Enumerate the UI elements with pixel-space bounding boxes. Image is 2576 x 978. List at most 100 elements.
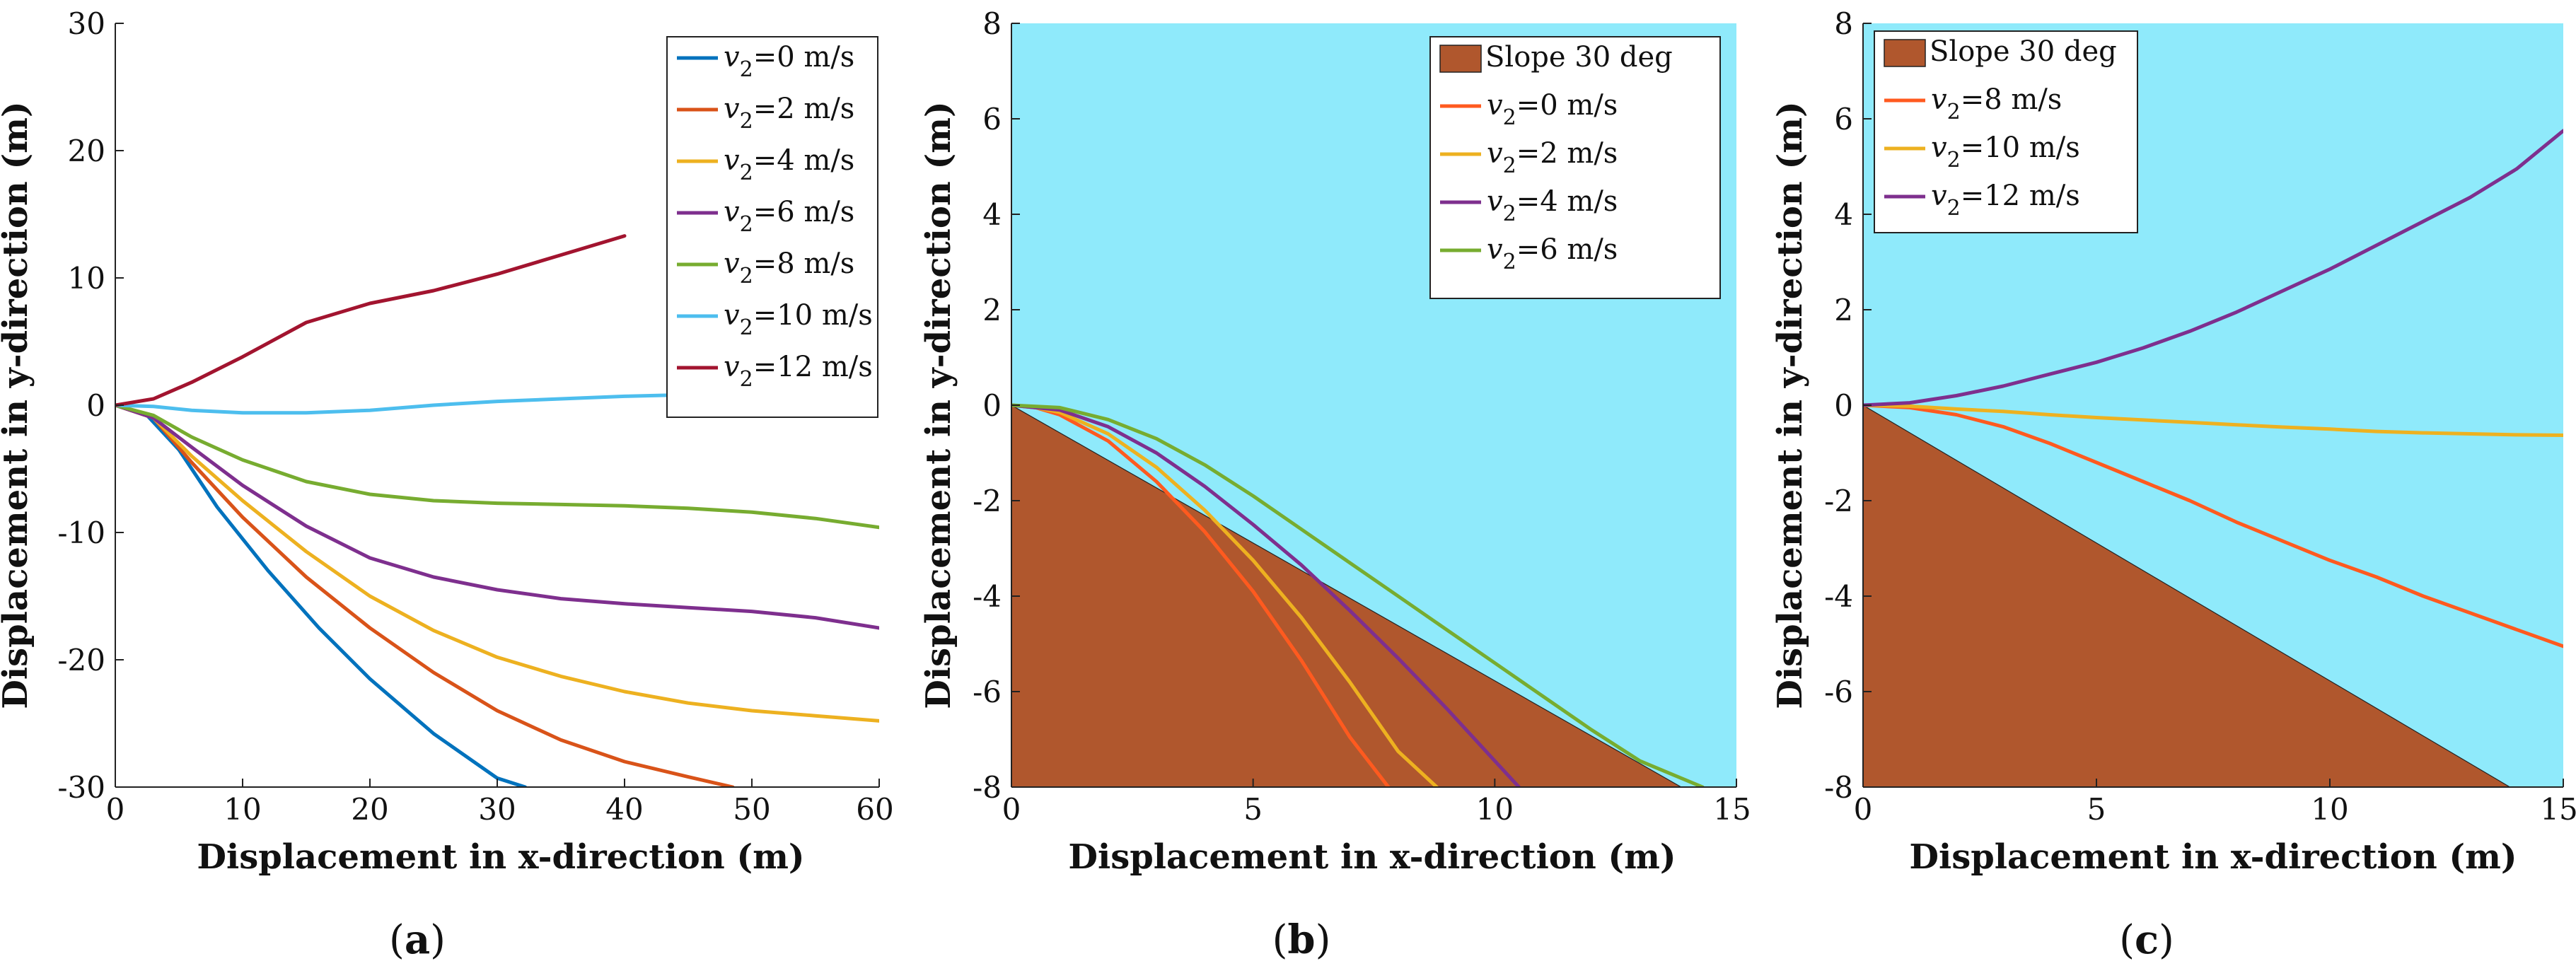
legend-subscript: 2 [1947, 196, 1961, 221]
legend-var-v: v [724, 93, 740, 125]
x-tick-label: 30 [478, 792, 516, 827]
legend-subscript: 2 [1503, 250, 1516, 274]
x-tick-label: 0 [1854, 792, 1873, 827]
series-line-v2-2-m-s [115, 403, 735, 787]
x-tick-label: 15 [2540, 792, 2576, 827]
panel-caption: (a) [389, 916, 446, 963]
chart-panel-b: 0 5 10 15 -8 -6 -4 -2 0 2 4 6 8 Displacement in x-dir… [919, 6, 1751, 963]
caption-letter: b [1287, 916, 1315, 963]
y-tick-label: 4 [1834, 197, 1853, 232]
y-tick-label: 2 [982, 293, 1002, 327]
legend-var-v: v [724, 248, 740, 280]
slope-region [1863, 404, 2511, 787]
legend-label-text: =10 m/s [1961, 132, 2080, 164]
caption-letter: c [2135, 916, 2159, 963]
slope-region [1011, 404, 1683, 787]
y-tick-label: 8 [1834, 6, 1853, 41]
legend-var-v: v [1487, 185, 1503, 218]
x-axis-label: Displacement in x-direction (m) [1068, 837, 1676, 877]
y-tick-label: 4 [982, 197, 1002, 232]
x-tick-label: 50 [733, 792, 770, 827]
series-line-v2-4-m-s [115, 403, 879, 723]
legend-label: v2=0 m/s [1487, 89, 1618, 130]
caption-paren-open: ( [1272, 917, 1288, 963]
legend-label: v2=2 m/s [1487, 137, 1618, 178]
legend-label-text: =0 m/s [1516, 89, 1618, 122]
legend-label-text: =6 m/s [753, 196, 855, 228]
y-tick-label: 0 [982, 388, 1002, 423]
x-tick-label: 0 [1002, 792, 1021, 827]
legend-var-v: v [1931, 180, 1947, 212]
series-line-v2-6-m-s [1011, 403, 1705, 787]
y-axis-label: Displacement in y-direction (m) [1770, 101, 1810, 709]
x-axis-label: Displacement in x-direction (m) [1909, 837, 2517, 877]
caption-paren-open: ( [2119, 917, 2135, 963]
legend-subscript: 2 [1947, 148, 1961, 173]
caption-letter: a [405, 916, 430, 963]
series-line-v2-12-m-s [1863, 129, 2563, 407]
legend-subscript: 2 [740, 315, 753, 340]
series-line-v2-12-m-s [115, 234, 627, 407]
legend-var-v: v [1931, 132, 1947, 164]
legend-label: v2=10 m/s [1931, 132, 2080, 173]
caption-paren-close: ) [430, 917, 446, 963]
legend-var-v: v [724, 299, 740, 332]
legend-var-v: v [1487, 89, 1503, 122]
y-tick-label: -6 [973, 675, 1002, 709]
legend-label: v2=4 m/s [724, 144, 854, 185]
legend-label-text: =12 m/s [753, 351, 873, 383]
legend-label: v2=0 m/s [724, 41, 854, 82]
legend-swatch-slope [1884, 39, 1926, 67]
y-tick-label: 0 [86, 388, 105, 423]
legend-label-text: =12 m/s [1961, 180, 2080, 212]
legend-var-v: v [1487, 137, 1503, 170]
y-tick-label: 6 [1834, 102, 1853, 136]
series-line-v2-0-m-s [115, 403, 528, 787]
caption-paren-close: ) [2159, 917, 2174, 963]
legend-label-slope: Slope 30 deg [1485, 41, 1673, 74]
legend-label: v2=12 m/s [1931, 180, 2080, 221]
legend-var-v: v [1487, 233, 1503, 266]
legend-label: v2=8 m/s [1931, 83, 2062, 124]
legend-label: v2=8 m/s [724, 248, 854, 289]
legend-subscript: 2 [1503, 105, 1516, 130]
y-tick-label: -4 [1824, 579, 1853, 614]
y-tick-label: 8 [982, 6, 1002, 41]
x-tick-label: 60 [856, 792, 893, 827]
legend-box [666, 36, 878, 418]
x-axis-label: Displacement in x-direction (m) [197, 837, 804, 877]
chart-panel-a: 0 10 20 30 40 50 60 -30 -20 -10 0 10 20 30 Displacemen… [0, 6, 894, 963]
y-tick-label: -2 [973, 484, 1002, 518]
y-tick-label: 10 [68, 261, 105, 296]
legend-swatch-slope [1439, 45, 1482, 73]
legend-label-text: =2 m/s [753, 93, 855, 125]
caption-paren-open: ( [389, 917, 405, 963]
y-tick-label: -8 [973, 770, 1002, 805]
legend-label-text: =2 m/s [1516, 137, 1618, 170]
legend-subscript: 2 [740, 264, 753, 289]
y-tick-label: 6 [982, 102, 1002, 136]
legend-label: v2=4 m/s [1487, 185, 1618, 226]
legend-box [1429, 36, 1721, 299]
panel-caption: (b) [1272, 916, 1331, 963]
legend-label-text: =8 m/s [1961, 83, 2062, 116]
y-tick-label: -20 [57, 643, 105, 677]
series-line-v2-4-m-s [1011, 403, 1521, 787]
y-tick-label: -4 [973, 579, 1002, 614]
legend-var-v: v [724, 351, 740, 383]
y-tick-label: -30 [57, 770, 105, 805]
legend-subscript: 2 [740, 109, 753, 134]
legend: v2=0 m/sv2=2 m/sv2=4 m/sv2=6 m/sv2=8 m/s… [666, 36, 878, 418]
x-tick-label: 10 [224, 792, 261, 827]
legend-subscript: 2 [1503, 153, 1516, 178]
legend-var-v: v [724, 144, 740, 177]
x-tick-label: 15 [1713, 792, 1751, 827]
x-tick-label: 10 [2311, 792, 2348, 827]
legend-label: v2=2 m/s [724, 93, 854, 134]
y-tick-label: 0 [1834, 388, 1853, 423]
y-tick-label: 2 [1834, 293, 1853, 327]
y-axis-label: Displacement in y-direction (m) [919, 101, 958, 709]
legend-label: v2=10 m/s [724, 299, 873, 340]
